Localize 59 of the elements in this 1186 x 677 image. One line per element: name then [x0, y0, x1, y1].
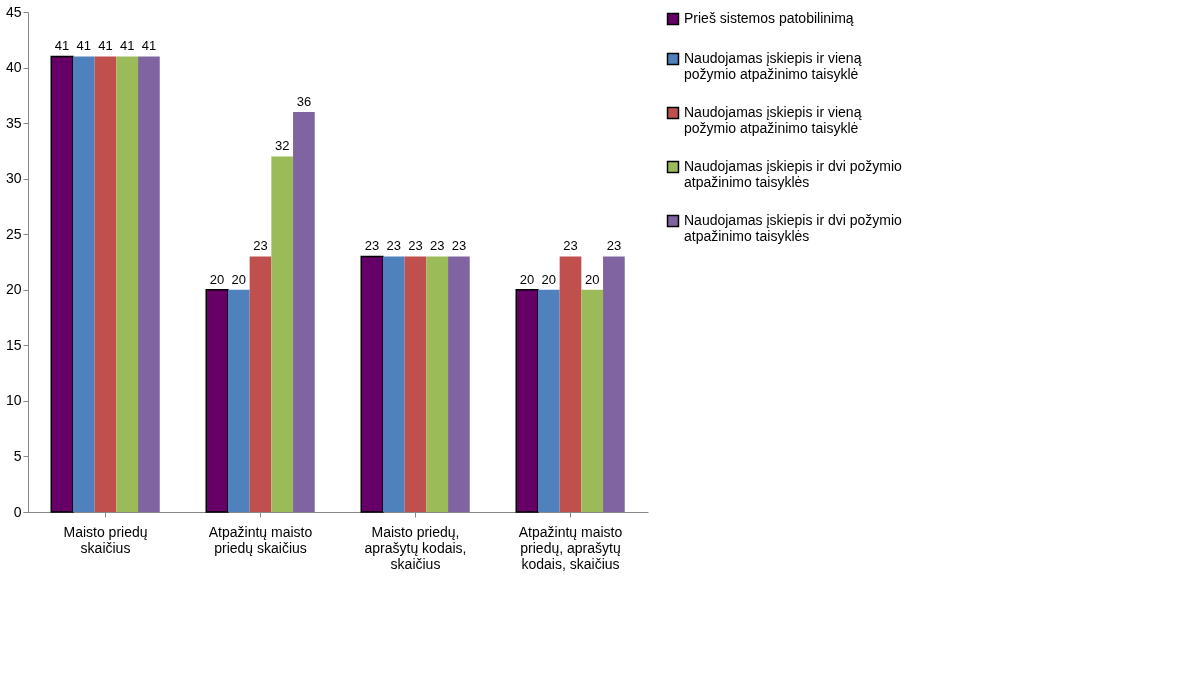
- x-tick-label: Atpažintų maisto priedų, aprašytų kodais, skaičius: [518, 523, 623, 572]
- data-label: 23: [451, 238, 467, 254]
- legend-label: Naudojamas įskiepis ir dvi požymio atpažinimo taisyklės: [684, 212, 903, 244]
- data-label: 20: [519, 271, 535, 287]
- bar: [271, 156, 294, 512]
- y-tick-label: 25: [5, 225, 22, 242]
- bar: [227, 289, 250, 512]
- bar: [138, 56, 160, 512]
- data-label: 32: [274, 138, 290, 154]
- bar: [581, 289, 604, 512]
- bar: [116, 56, 139, 512]
- y-tick-label: 10: [5, 392, 22, 409]
- bar: [360, 255, 384, 513]
- data-label: 23: [563, 238, 578, 254]
- bar: [603, 256, 625, 512]
- bar: [382, 256, 405, 512]
- data-label: 41: [98, 38, 113, 54]
- data-label: 23: [386, 238, 402, 254]
- legend-label: Naudojamas įskiepis ir vieną požymio atpažinimo taisyklė: [684, 50, 862, 82]
- y-tick-label: 0: [13, 503, 22, 520]
- bar: [94, 56, 117, 512]
- data-label: 23: [408, 238, 423, 254]
- bar: [559, 256, 582, 512]
- data-label: 23: [429, 238, 445, 254]
- bar: [404, 256, 427, 512]
- bar: [50, 55, 74, 513]
- data-label: 20: [209, 271, 225, 287]
- data-label: 41: [54, 38, 70, 54]
- bar: [515, 289, 539, 513]
- bar: [293, 112, 315, 512]
- bar: [426, 256, 449, 512]
- data-label: 23: [253, 238, 268, 254]
- data-label: 41: [119, 38, 135, 54]
- x-tick-label: Maisto priedų, aprašytų kodais, skaičius: [364, 523, 467, 572]
- data-label: 23: [364, 238, 380, 254]
- y-tick-label: 35: [5, 114, 22, 131]
- data-label: 41: [76, 38, 92, 54]
- data-label: 36: [296, 94, 312, 109]
- data-label: 20: [541, 271, 557, 287]
- y-tick-label: 45: [5, 3, 22, 20]
- bar: [537, 289, 560, 512]
- bar: [249, 256, 272, 512]
- x-tick-label: Maisto priedų skaičius: [63, 523, 148, 556]
- y-tick-label: 5: [13, 447, 22, 464]
- bar: [448, 256, 470, 512]
- bar: [72, 56, 95, 512]
- data-label: 41: [141, 38, 157, 54]
- x-tick-label: Atpažintų maisto priedų skaičius: [208, 523, 313, 556]
- data-label: 20: [584, 271, 600, 287]
- y-tick-label: 15: [5, 336, 22, 353]
- legend-label: Prieš sistemos patobilinimą: [684, 10, 854, 26]
- data-label: 20: [231, 271, 247, 287]
- y-tick-label: 30: [5, 170, 22, 187]
- y-tick-label: 40: [5, 59, 22, 76]
- bar: [205, 289, 229, 513]
- legend-label: Naudojamas įskiepis ir vieną požymio atpažinimo taisyklė: [684, 104, 862, 136]
- y-tick-label: 20: [5, 281, 22, 298]
- data-label: 23: [606, 238, 622, 254]
- legend-label: Naudojamas įskiepis ir dvi požymio atpažinimo taisyklės: [684, 158, 903, 190]
